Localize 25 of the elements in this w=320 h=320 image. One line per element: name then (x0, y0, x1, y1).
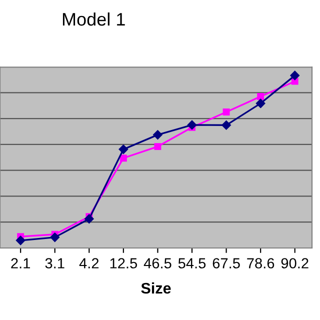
point (118, 144, 128, 154)
point (291, 78, 298, 85)
x-tick-label: 3.1 (45, 258, 64, 268)
x-tick-label: 54.5 (178, 258, 206, 268)
x-tick-label: 90.2 (281, 258, 308, 268)
point (50, 232, 60, 242)
point (153, 130, 162, 140)
x-tick-label: 4.2 (79, 258, 99, 268)
x-tick-label: 78.6 (247, 258, 274, 268)
point (120, 154, 127, 162)
point (257, 93, 264, 100)
point (154, 143, 162, 150)
x-axis-title: Size (141, 282, 171, 294)
x-tick-label: 46.5 (144, 258, 172, 268)
point (290, 70, 300, 80)
chart-title: Model 1 (62, 12, 125, 26)
point (16, 236, 26, 246)
x-tick-label: 2.1 (11, 258, 30, 268)
point (84, 214, 94, 224)
point (222, 120, 231, 130)
x-tick-label: 67.5 (212, 258, 240, 268)
x-tick-label: 12.5 (110, 258, 138, 268)
point (256, 98, 266, 108)
point (187, 120, 197, 130)
point (222, 108, 230, 116)
